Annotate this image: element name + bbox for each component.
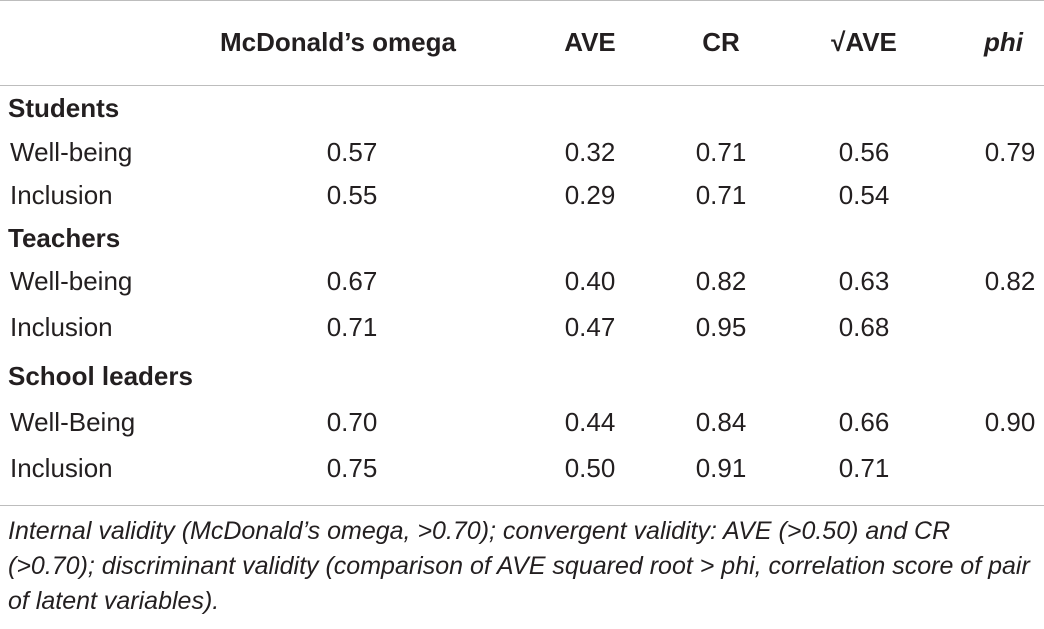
cell-sqrt-ave: 0.54 <box>838 180 890 210</box>
table-top-rule <box>0 0 1044 1</box>
cell-omega: 0.55 <box>326 180 378 210</box>
cell-cr: 0.71 <box>695 137 747 167</box>
cell-ave: 0.32 <box>564 137 616 167</box>
cell-sqrt-ave: 0.71 <box>838 453 890 483</box>
row-label: Well-being <box>10 266 133 296</box>
header-omega: McDonald’s omega <box>220 27 456 57</box>
cell-ave: 0.50 <box>564 453 616 483</box>
header-sqrt-ave: √AVE <box>831 27 897 57</box>
cell-ave: 0.40 <box>564 266 616 296</box>
cell-cr: 0.82 <box>695 266 747 296</box>
cell-omega: 0.57 <box>326 137 378 167</box>
cell-sqrt-ave: 0.66 <box>838 407 890 437</box>
cell-ave: 0.47 <box>564 312 616 342</box>
cell-phi: 0.90 <box>984 407 1036 437</box>
row-label: Inclusion <box>10 453 113 483</box>
header-ave: AVE <box>564 27 616 57</box>
cell-cr: 0.95 <box>695 312 747 342</box>
table-bottom-rule <box>0 505 1044 506</box>
header-rule <box>0 85 1044 86</box>
cell-omega: 0.67 <box>326 266 378 296</box>
group-title-students: Students <box>8 93 120 123</box>
cell-sqrt-ave: 0.56 <box>838 137 890 167</box>
row-label: Well-Being <box>10 407 136 437</box>
cell-omega: 0.75 <box>326 453 378 483</box>
cell-omega: 0.71 <box>326 312 378 342</box>
cell-sqrt-ave: 0.63 <box>838 266 890 296</box>
group-title-teachers: Teachers <box>8 223 121 253</box>
cell-phi: 0.82 <box>984 266 1036 296</box>
cell-cr: 0.91 <box>695 453 747 483</box>
cell-cr: 0.71 <box>695 180 747 210</box>
table-footnote: Internal validity (McDonald’s omega, >0.… <box>8 517 1030 615</box>
row-label: Well-being <box>10 137 133 167</box>
cell-sqrt-ave: 0.68 <box>838 312 890 342</box>
cell-ave: 0.44 <box>564 407 616 437</box>
row-label: Inclusion <box>10 312 113 342</box>
cell-phi: 0.79 <box>984 137 1036 167</box>
row-label: Inclusion <box>10 180 113 210</box>
header-cr: CR <box>702 27 740 57</box>
group-title-school-leaders: School leaders <box>8 361 193 391</box>
cell-cr: 0.84 <box>695 407 747 437</box>
header-phi: phi <box>984 27 1023 57</box>
cell-omega: 0.70 <box>326 407 378 437</box>
cell-ave: 0.29 <box>564 180 616 210</box>
